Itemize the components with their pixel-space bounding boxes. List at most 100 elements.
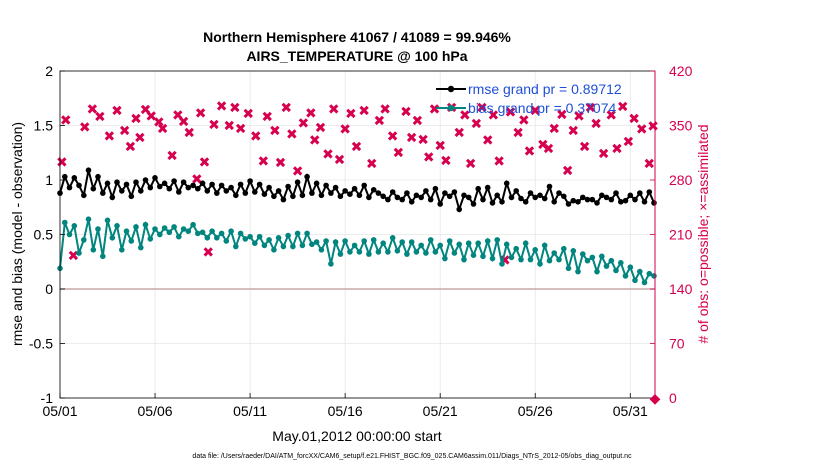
bias-point-58	[332, 239, 339, 245]
bias-point-124	[646, 270, 653, 277]
rmse-point-120	[627, 192, 634, 199]
obs-point-82: ✖	[567, 124, 579, 140]
bias-point-15	[128, 238, 135, 244]
obs-point-36: ✖	[286, 127, 298, 143]
rmse-point-67	[375, 190, 382, 196]
obs-point-1: ✖	[60, 113, 72, 129]
rmse-point-83	[451, 189, 458, 195]
obs-point-66: ✖	[470, 117, 482, 133]
x-axis-ticks: 05/01 05/06 05/11 05/16 05/21 05/26 05/31	[42, 393, 648, 419]
bias-point-61	[347, 249, 353, 255]
rmse-point-61	[347, 191, 353, 197]
y-left-tick-label-1: -0.5	[29, 336, 53, 352]
obs-zero-marker: ◆	[650, 391, 661, 407]
bias-point-51	[299, 242, 306, 249]
rmse-point-81	[442, 190, 448, 196]
rmse-point-80	[437, 201, 444, 207]
rmse-point-27	[185, 184, 192, 191]
bias-point-87	[470, 252, 477, 258]
bias-point-35	[223, 238, 230, 244]
rmse-point-4	[76, 182, 82, 189]
rmse-point-32	[209, 181, 215, 188]
obs-point-86: ✖	[590, 117, 602, 133]
y-left-tick-label-2: 0	[45, 281, 53, 297]
rmse-point-92	[494, 192, 501, 199]
obs-point-30: ✖	[250, 129, 262, 145]
obs-point-19: ✖	[183, 125, 195, 141]
bias-point-21	[157, 231, 163, 238]
y-right-tick-label-5: 350	[669, 118, 693, 134]
obs-point-15: ✖	[157, 121, 169, 137]
bias-point-31	[204, 235, 211, 241]
obs-point-41: ✖	[315, 121, 327, 137]
rmse-point-16	[133, 179, 139, 185]
rmse-point-36	[228, 184, 234, 191]
bias-point-100	[532, 247, 538, 253]
obs-point-38: ✖	[297, 116, 309, 132]
bias-point-1	[62, 219, 68, 226]
bias-point-41	[252, 240, 258, 246]
bias-point-65	[366, 251, 372, 257]
bias-point-110	[580, 251, 586, 257]
rmse-point-85	[461, 192, 467, 199]
bias-point-59	[337, 251, 344, 257]
rmse-point-45	[271, 193, 277, 200]
rmse-point-89	[480, 196, 486, 203]
bias-point-94	[503, 241, 510, 248]
obs-point-20: ✖	[191, 172, 203, 188]
bias-point-25	[176, 233, 182, 240]
rmse-point-75	[413, 192, 420, 199]
bias-point-121	[632, 277, 638, 284]
bias-point-71	[394, 248, 401, 254]
rmse-point-6	[85, 167, 92, 173]
y-right-tick-label-6: 420	[669, 63, 693, 79]
rmse-point-66	[370, 187, 377, 193]
rmse-point-104	[551, 199, 557, 205]
obs-point-87: ✖	[598, 146, 610, 162]
bias-point-101	[537, 261, 543, 267]
rmse-point-109	[575, 199, 581, 205]
rmse-point-76	[418, 194, 425, 201]
obs-point-54: ✖	[400, 104, 412, 120]
legend-bias-label: bias grand pr = 0.37074	[468, 100, 616, 116]
rmse-point-94	[503, 180, 510, 187]
bias-point-46	[275, 235, 282, 241]
rmse-point-103	[546, 183, 553, 190]
rmse-point-70	[389, 189, 396, 195]
obs-point-46: ✖	[345, 107, 357, 123]
obs-point-28: ✖	[235, 121, 247, 137]
obs-point-88: ✖	[605, 108, 617, 124]
rmse-point-90	[484, 184, 491, 191]
bias-point-44	[266, 237, 272, 243]
rmse-point-19	[147, 184, 154, 191]
bias-point-18	[142, 221, 149, 228]
y-left-tick-label-6: 2	[45, 63, 53, 79]
rmse-point-41	[252, 189, 258, 195]
obs-point-10: ✖	[130, 111, 142, 127]
rmse-point-1	[62, 173, 68, 180]
bias-point-16	[133, 224, 139, 230]
rmse-point-96	[513, 188, 519, 194]
rmse-point-71	[394, 194, 401, 201]
obs-point-81: ✖	[562, 163, 574, 179]
rmse-point-108	[570, 197, 577, 204]
y-left-axis-ticks: -1 -0.5 0 0.5 1 1.5 2	[29, 63, 65, 406]
obs-point-31: ✖	[258, 154, 270, 170]
rmse-point-111	[584, 196, 591, 203]
bias-point-36	[228, 228, 234, 234]
bias-point-45	[271, 247, 277, 253]
rmse-point-58	[332, 184, 339, 191]
rmse-point-9	[100, 190, 106, 196]
bias-point-11	[109, 235, 116, 241]
bias-point-22	[161, 225, 168, 231]
obs-point-72: ✖	[505, 105, 517, 121]
obs-point-22: ✖	[199, 155, 211, 171]
obs-point-13: ✖	[145, 109, 157, 125]
obs-point-33: ✖	[269, 124, 281, 140]
bias-point-86	[465, 240, 472, 246]
bias-point-57	[328, 261, 334, 267]
bias-point-90	[484, 238, 491, 244]
rmse-point-34	[218, 182, 225, 189]
rmse-point-69	[385, 196, 391, 203]
bias-point-95	[508, 254, 515, 261]
